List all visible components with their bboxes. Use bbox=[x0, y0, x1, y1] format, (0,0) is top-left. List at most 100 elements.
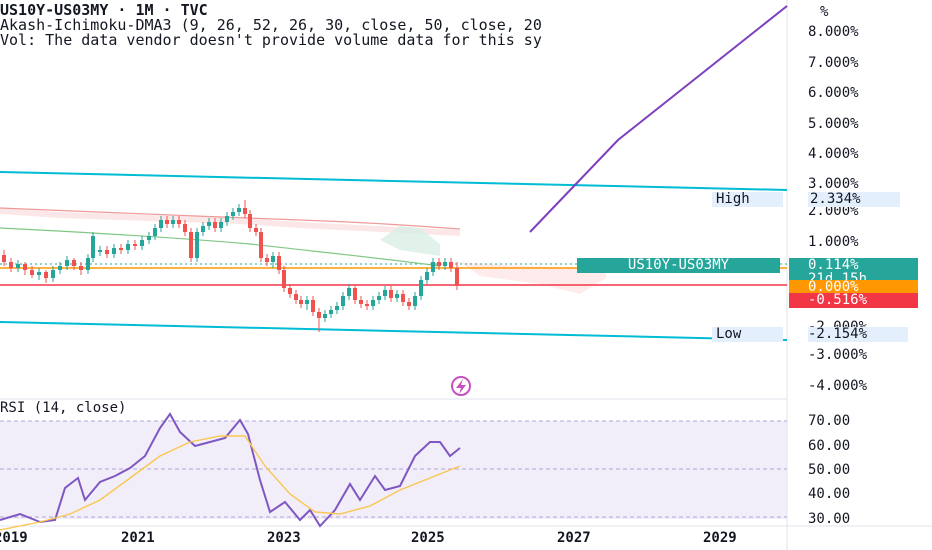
price-tick-label: 1.000% bbox=[808, 234, 859, 250]
candle-body bbox=[383, 290, 387, 296]
price-tick-label: -3.000% bbox=[808, 347, 868, 363]
candle-body bbox=[347, 288, 351, 296]
partial-tick-label: -2.000% bbox=[808, 320, 867, 327]
candle-body bbox=[165, 220, 169, 224]
candle-body bbox=[341, 296, 345, 306]
candle-body bbox=[365, 304, 369, 306]
candle-body bbox=[153, 228, 157, 236]
candle-body bbox=[425, 272, 429, 280]
candle-body bbox=[282, 270, 286, 288]
candle-body bbox=[37, 272, 41, 275]
candle-body bbox=[126, 244, 130, 250]
candle-body bbox=[9, 262, 13, 268]
candle-body bbox=[30, 270, 34, 275]
low-value-tag: -2.154% bbox=[808, 327, 908, 342]
rsi-line bbox=[0, 412, 461, 528]
ichimoku-cloud bbox=[0, 208, 460, 236]
candle-body bbox=[377, 296, 381, 300]
candle-body bbox=[79, 266, 83, 270]
rsi-tick-label: 40.00 bbox=[808, 486, 851, 502]
low-label: Low bbox=[712, 327, 783, 342]
candle-body bbox=[159, 220, 163, 228]
candle-body bbox=[98, 250, 102, 252]
price-tick-label: 5.000% bbox=[808, 116, 859, 132]
zero-value-tag-visible: 0.000% bbox=[789, 280, 918, 295]
candle-body bbox=[105, 250, 109, 254]
candle-body bbox=[91, 236, 95, 258]
candle-body bbox=[254, 228, 258, 232]
rsi-tick-label: 50.00 bbox=[808, 462, 851, 478]
candle-body bbox=[265, 258, 269, 262]
price-tick-label: 2.000% bbox=[808, 203, 859, 219]
price-tick-label: 3.000% bbox=[808, 176, 859, 192]
candle-body bbox=[431, 262, 435, 272]
candle-body bbox=[51, 270, 55, 278]
lightning-bolt-icon[interactable] bbox=[451, 376, 471, 396]
candle-body bbox=[389, 290, 393, 298]
price-tick-label: 4.000% bbox=[808, 146, 859, 162]
candle-body bbox=[311, 300, 315, 312]
rsi-tick-label: 70.00 bbox=[808, 413, 851, 429]
rsi-legend[interactable]: RSI (14, close) bbox=[0, 400, 127, 416]
candlestick-series bbox=[2, 200, 459, 332]
candle-body bbox=[72, 260, 76, 266]
candle-body bbox=[177, 220, 181, 224]
time-tick-label: 2025 bbox=[411, 530, 445, 546]
candle-body bbox=[288, 288, 292, 294]
candle-body bbox=[207, 222, 211, 226]
candle-body bbox=[195, 232, 199, 258]
candle-body bbox=[443, 262, 447, 266]
indicator-legend[interactable]: Akash-Ichimoku-DMA3 (9, 26, 52, 26, 30, … bbox=[0, 16, 542, 34]
candle-body bbox=[335, 306, 339, 310]
candle-body bbox=[237, 208, 241, 212]
candle-body bbox=[259, 232, 263, 258]
candle-body bbox=[201, 226, 205, 232]
candle-body bbox=[323, 314, 327, 318]
candle-body bbox=[225, 216, 229, 222]
candle-body bbox=[305, 300, 309, 304]
price-axis-unit: % bbox=[820, 4, 829, 20]
candle-body bbox=[294, 294, 298, 300]
symbol-tag[interactable]: US10Y-US03MY bbox=[577, 258, 780, 273]
ichimoku-cloud-green bbox=[380, 226, 440, 256]
candle-body bbox=[248, 214, 252, 228]
symbol-title[interactable]: US10Y-US03MY · 1M · TVC bbox=[0, 1, 208, 19]
candle-body bbox=[171, 220, 175, 224]
candle-body bbox=[133, 244, 137, 246]
rsi-band bbox=[0, 421, 787, 519]
candle-body bbox=[329, 310, 333, 314]
candle-body bbox=[231, 212, 235, 216]
time-tick-label: 2021 bbox=[121, 530, 155, 546]
last-value-tag: 0.114% bbox=[789, 258, 918, 273]
candle-body bbox=[23, 264, 27, 270]
candle-body bbox=[299, 300, 303, 304]
volume-legend[interactable]: Vol: The data vendor doesn't provide vol… bbox=[0, 31, 542, 49]
candle-body bbox=[359, 300, 363, 304]
rsi-tick-label: 30.00 bbox=[808, 511, 851, 527]
candle-body bbox=[2, 255, 6, 262]
channel-upper-line bbox=[0, 171, 788, 191]
candle-body bbox=[413, 296, 417, 306]
candle-body bbox=[213, 222, 217, 228]
candle-body bbox=[140, 240, 144, 246]
candle-body bbox=[437, 262, 441, 266]
rsi-tick-label: 60.00 bbox=[808, 438, 851, 454]
price-tick-label: 6.000% bbox=[808, 85, 859, 101]
ichimoku-cloud-future bbox=[460, 262, 606, 294]
candle-body bbox=[219, 222, 223, 228]
candle-body bbox=[183, 224, 187, 232]
candle-body bbox=[401, 294, 405, 302]
time-tick-label: 2029 bbox=[703, 530, 737, 546]
rsi-ma-line bbox=[0, 435, 461, 531]
price-tick-label: -4.000% bbox=[808, 378, 868, 394]
price-tick-label: 8.000% bbox=[808, 24, 859, 40]
red-ma-line bbox=[0, 207, 461, 230]
candle-body bbox=[243, 208, 247, 214]
candle-body bbox=[407, 302, 411, 306]
time-tick-label: 2027 bbox=[557, 530, 591, 546]
time-tick-label: 2023 bbox=[267, 530, 301, 546]
candle-body bbox=[86, 258, 90, 270]
high-value-tag: 2.334% bbox=[808, 192, 900, 207]
candle-body bbox=[419, 280, 423, 296]
projection-line bbox=[529, 5, 788, 233]
